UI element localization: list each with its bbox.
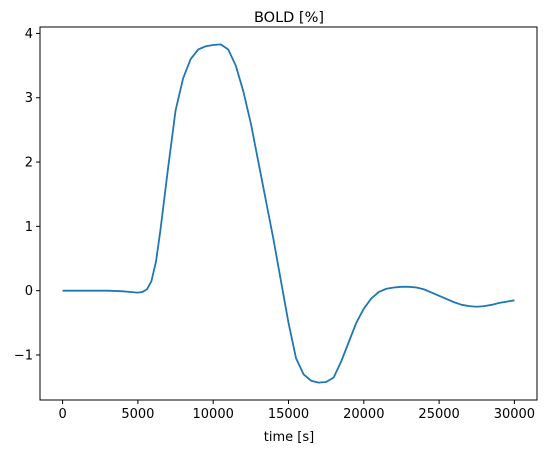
y-tick-label: −1	[14, 348, 33, 363]
x-tick-label: 10000	[193, 407, 234, 422]
series-layer	[62, 43, 515, 384]
x-axis-label: time [s]	[264, 430, 314, 445]
y-tick-label: 4	[25, 27, 33, 42]
y-tick-label: 3	[25, 91, 33, 106]
x-tick-label: 25000	[418, 407, 459, 422]
x-tick-label: 5000	[121, 407, 154, 422]
y-tick-label: 2	[25, 156, 33, 171]
x-tick-label: 20000	[343, 407, 384, 422]
series-line-0	[62, 43, 515, 384]
x-tick-label: 0	[58, 407, 66, 422]
y-tick-label: 1	[25, 220, 33, 235]
plot-frame	[39, 26, 538, 401]
y-tick-label: 0	[25, 284, 33, 299]
chart-title: BOLD [%]	[254, 10, 324, 26]
x-tick-label: 30000	[494, 407, 535, 422]
x-axis: 0 5000 10000 15000 20000 25000 30000	[58, 400, 535, 422]
x-tick-label: 15000	[268, 407, 309, 422]
y-axis: −1 0 1 2 3 4	[14, 27, 40, 363]
